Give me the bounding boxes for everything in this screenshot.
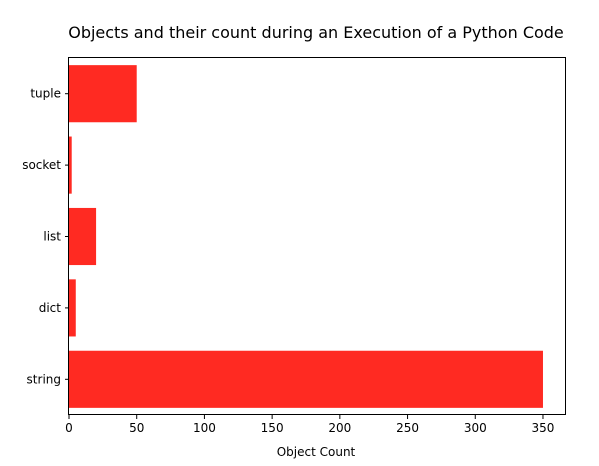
bars [69, 65, 543, 408]
chart-title: Objects and their count during an Execut… [68, 23, 564, 42]
y-axis: string dict list socket tuple [22, 87, 69, 386]
x-tick-label-300: 300 [464, 421, 487, 435]
x-tick-label-50: 50 [129, 421, 144, 435]
x-tick-label-150: 150 [261, 421, 284, 435]
y-tick-label-dict: dict [39, 301, 62, 315]
bar-tuple [69, 65, 137, 123]
x-axis-label: Object Count [277, 445, 356, 459]
y-tick-label-tuple: tuple [30, 87, 61, 101]
x-tick-label-100: 100 [193, 421, 216, 435]
x-tick-label-0: 0 [65, 421, 73, 435]
x-tick-label-350: 350 [532, 421, 555, 435]
x-tick-label-250: 250 [396, 421, 419, 435]
y-tick-label-list: list [43, 230, 61, 244]
x-axis: 0 50 100 150 200 250 300 350 [65, 415, 554, 435]
y-tick-label-socket: socket [22, 158, 61, 172]
plot-frame [68, 57, 566, 415]
bar-string [69, 350, 543, 408]
x-tick-label-200: 200 [328, 421, 351, 435]
bar-list [69, 207, 97, 266]
bar-dict [69, 279, 76, 337]
y-tick-label-string: string [27, 372, 61, 386]
bar-socket [69, 136, 72, 194]
